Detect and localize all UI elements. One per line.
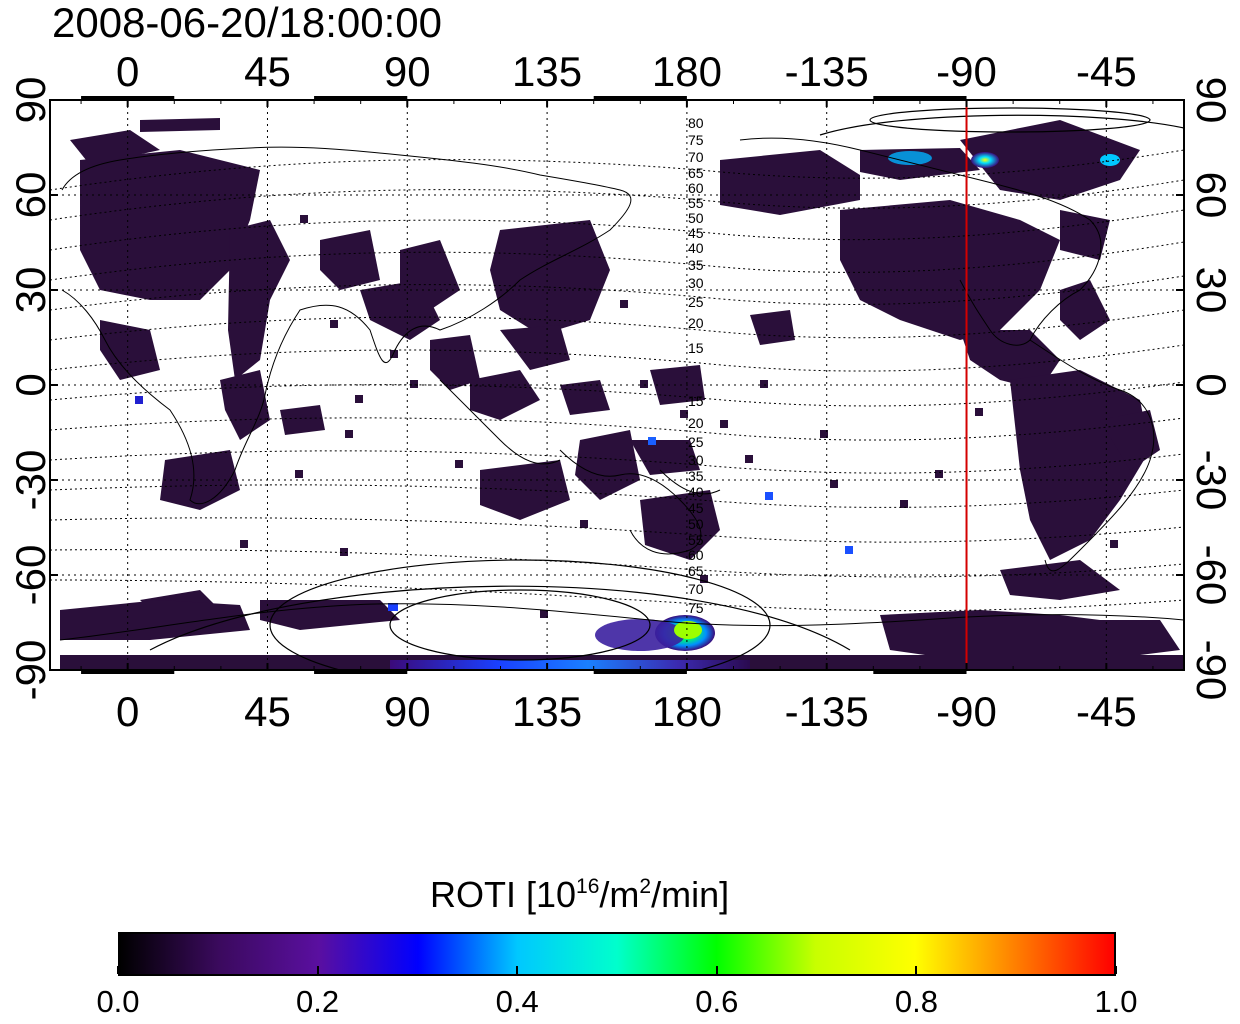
- roti-map: 80 75 70 65 60 55 50 45 40 35 30 25 20 1…: [7, 48, 1235, 735]
- bottom-lon-tick-label: 180: [652, 688, 722, 735]
- contour-label: 35: [688, 257, 704, 273]
- northern-magnetic-pole-contours: [819, 107, 1184, 136]
- map-title: 2008-06-20/18:00:00: [52, 0, 442, 46]
- right-lat-tick-label: -60: [1188, 545, 1235, 606]
- southern-magnetic-pole-contours: [149, 559, 851, 670]
- colorbar-tick-mark: [516, 966, 519, 974]
- contour-label: 65: [688, 165, 704, 181]
- frame-bar: [593, 96, 687, 100]
- contour-label: 20: [688, 315, 704, 331]
- frame-bar: [81, 96, 175, 100]
- contour-label: 30: [688, 452, 704, 468]
- colorbar-tick-label: 0.4: [495, 984, 539, 1019]
- bottom-lon-tick-label: -45: [1076, 688, 1137, 735]
- contour-label: 35: [688, 468, 704, 484]
- bottom-lon-tick-label: -90: [936, 688, 997, 735]
- axis-ticks: 0 0 45 45 90 90 135 135 180 180 -135 -135 -90 -90 -45 -…: [7, 48, 1235, 735]
- top-lon-tick-label: -45: [1076, 48, 1137, 95]
- contour-labels-south: 15 20 25 30 35 40 45 50 55 60 65 70 75: [688, 393, 704, 616]
- geomagnetic-latitude-contours: [50, 149, 1184, 612]
- contour-labels-north: 80 75 70 65 60 55 50 45 40 35 30 25 20 1…: [688, 115, 704, 356]
- frame-bar: [314, 670, 408, 674]
- contour-label: 40: [688, 484, 704, 500]
- top-lon-tick-label: 0: [116, 48, 139, 95]
- left-lat-tick-label: -90: [7, 640, 54, 701]
- left-lat-tick-label: 60: [7, 172, 54, 219]
- contour-label: 75: [688, 600, 704, 616]
- contour-label: 15: [688, 393, 704, 409]
- contour-label: 70: [688, 581, 704, 597]
- colorbar-title: ROTI [1016/m2/min]: [430, 874, 730, 915]
- colorbar-tick-label: 0.6: [695, 984, 739, 1019]
- frame-bar: [873, 670, 967, 674]
- contour-label: 60: [688, 180, 704, 196]
- contour-label: 80: [688, 115, 704, 131]
- roti-data-cells: [60, 118, 1184, 670]
- colorbar-tick-label: 0.2: [296, 984, 340, 1019]
- bottom-lon-tick-label: 90: [384, 688, 431, 735]
- frame-bar: [81, 670, 175, 674]
- contour-label: 70: [688, 149, 704, 165]
- contour-label: 60: [688, 547, 704, 563]
- bottom-lon-tick-label: 45: [244, 688, 291, 735]
- bottom-lon-tick-label: 135: [512, 688, 582, 735]
- colorbar-tick-mark: [915, 966, 918, 974]
- contour-label: 30: [688, 275, 704, 291]
- colorbar-tick-label: 0.8: [894, 984, 938, 1019]
- colorbar: [118, 932, 1116, 976]
- right-lat-tick-label: -90: [1188, 640, 1235, 701]
- right-lat-tick-label: 0: [1188, 373, 1235, 396]
- contour-label: 15: [688, 340, 704, 356]
- right-lat-tick-label: 30: [1188, 267, 1235, 314]
- contour-label: 45: [688, 225, 704, 241]
- colorbar-tick-mark: [1115, 966, 1117, 974]
- contour-label: 50: [688, 516, 704, 532]
- left-lat-tick-label: -60: [7, 545, 54, 606]
- top-lon-tick-label: 45: [244, 48, 291, 95]
- left-lat-tick-label: -30: [7, 450, 54, 511]
- left-lat-tick-label: 90: [7, 77, 54, 124]
- right-lat-tick-label: 90: [1188, 77, 1235, 124]
- contour-label: 55: [688, 195, 704, 211]
- colorbar-tick-label: 1.0: [1094, 984, 1138, 1019]
- right-lat-tick-label: -30: [1188, 450, 1235, 511]
- colorbar-tick-label: 0.0: [96, 984, 140, 1019]
- contour-label: 40: [688, 240, 704, 256]
- left-lat-tick-label: 30: [7, 267, 54, 314]
- bottom-lon-tick-label: 0: [116, 688, 139, 735]
- right-lat-tick-label: 60: [1188, 172, 1235, 219]
- contour-label: 20: [688, 415, 704, 431]
- top-lon-tick-label: 90: [384, 48, 431, 95]
- bottom-lon-tick-label: -135: [785, 688, 869, 735]
- contour-label: 25: [688, 294, 704, 310]
- frame-bar: [593, 670, 687, 674]
- contour-label: 50: [688, 210, 704, 226]
- top-lon-tick-label: 180: [652, 48, 722, 95]
- top-lon-tick-label: 135: [512, 48, 582, 95]
- frame-bar: [314, 96, 408, 100]
- contour-label: 45: [688, 500, 704, 516]
- left-lat-tick-label: 0: [7, 373, 54, 396]
- colorbar-tick-mark: [715, 966, 718, 974]
- top-lon-tick-label: -90: [936, 48, 997, 95]
- contour-label: 65: [688, 563, 704, 579]
- contour-label: 75: [688, 132, 704, 148]
- contour-label: 55: [688, 532, 704, 548]
- colorbar-tick-mark: [117, 966, 119, 974]
- contour-label: 25: [688, 434, 704, 450]
- roti-scatter-cells: [94, 215, 1118, 618]
- top-lon-tick-label: -135: [785, 48, 869, 95]
- colorbar-tick-mark: [316, 966, 319, 974]
- frame-bar: [873, 96, 967, 100]
